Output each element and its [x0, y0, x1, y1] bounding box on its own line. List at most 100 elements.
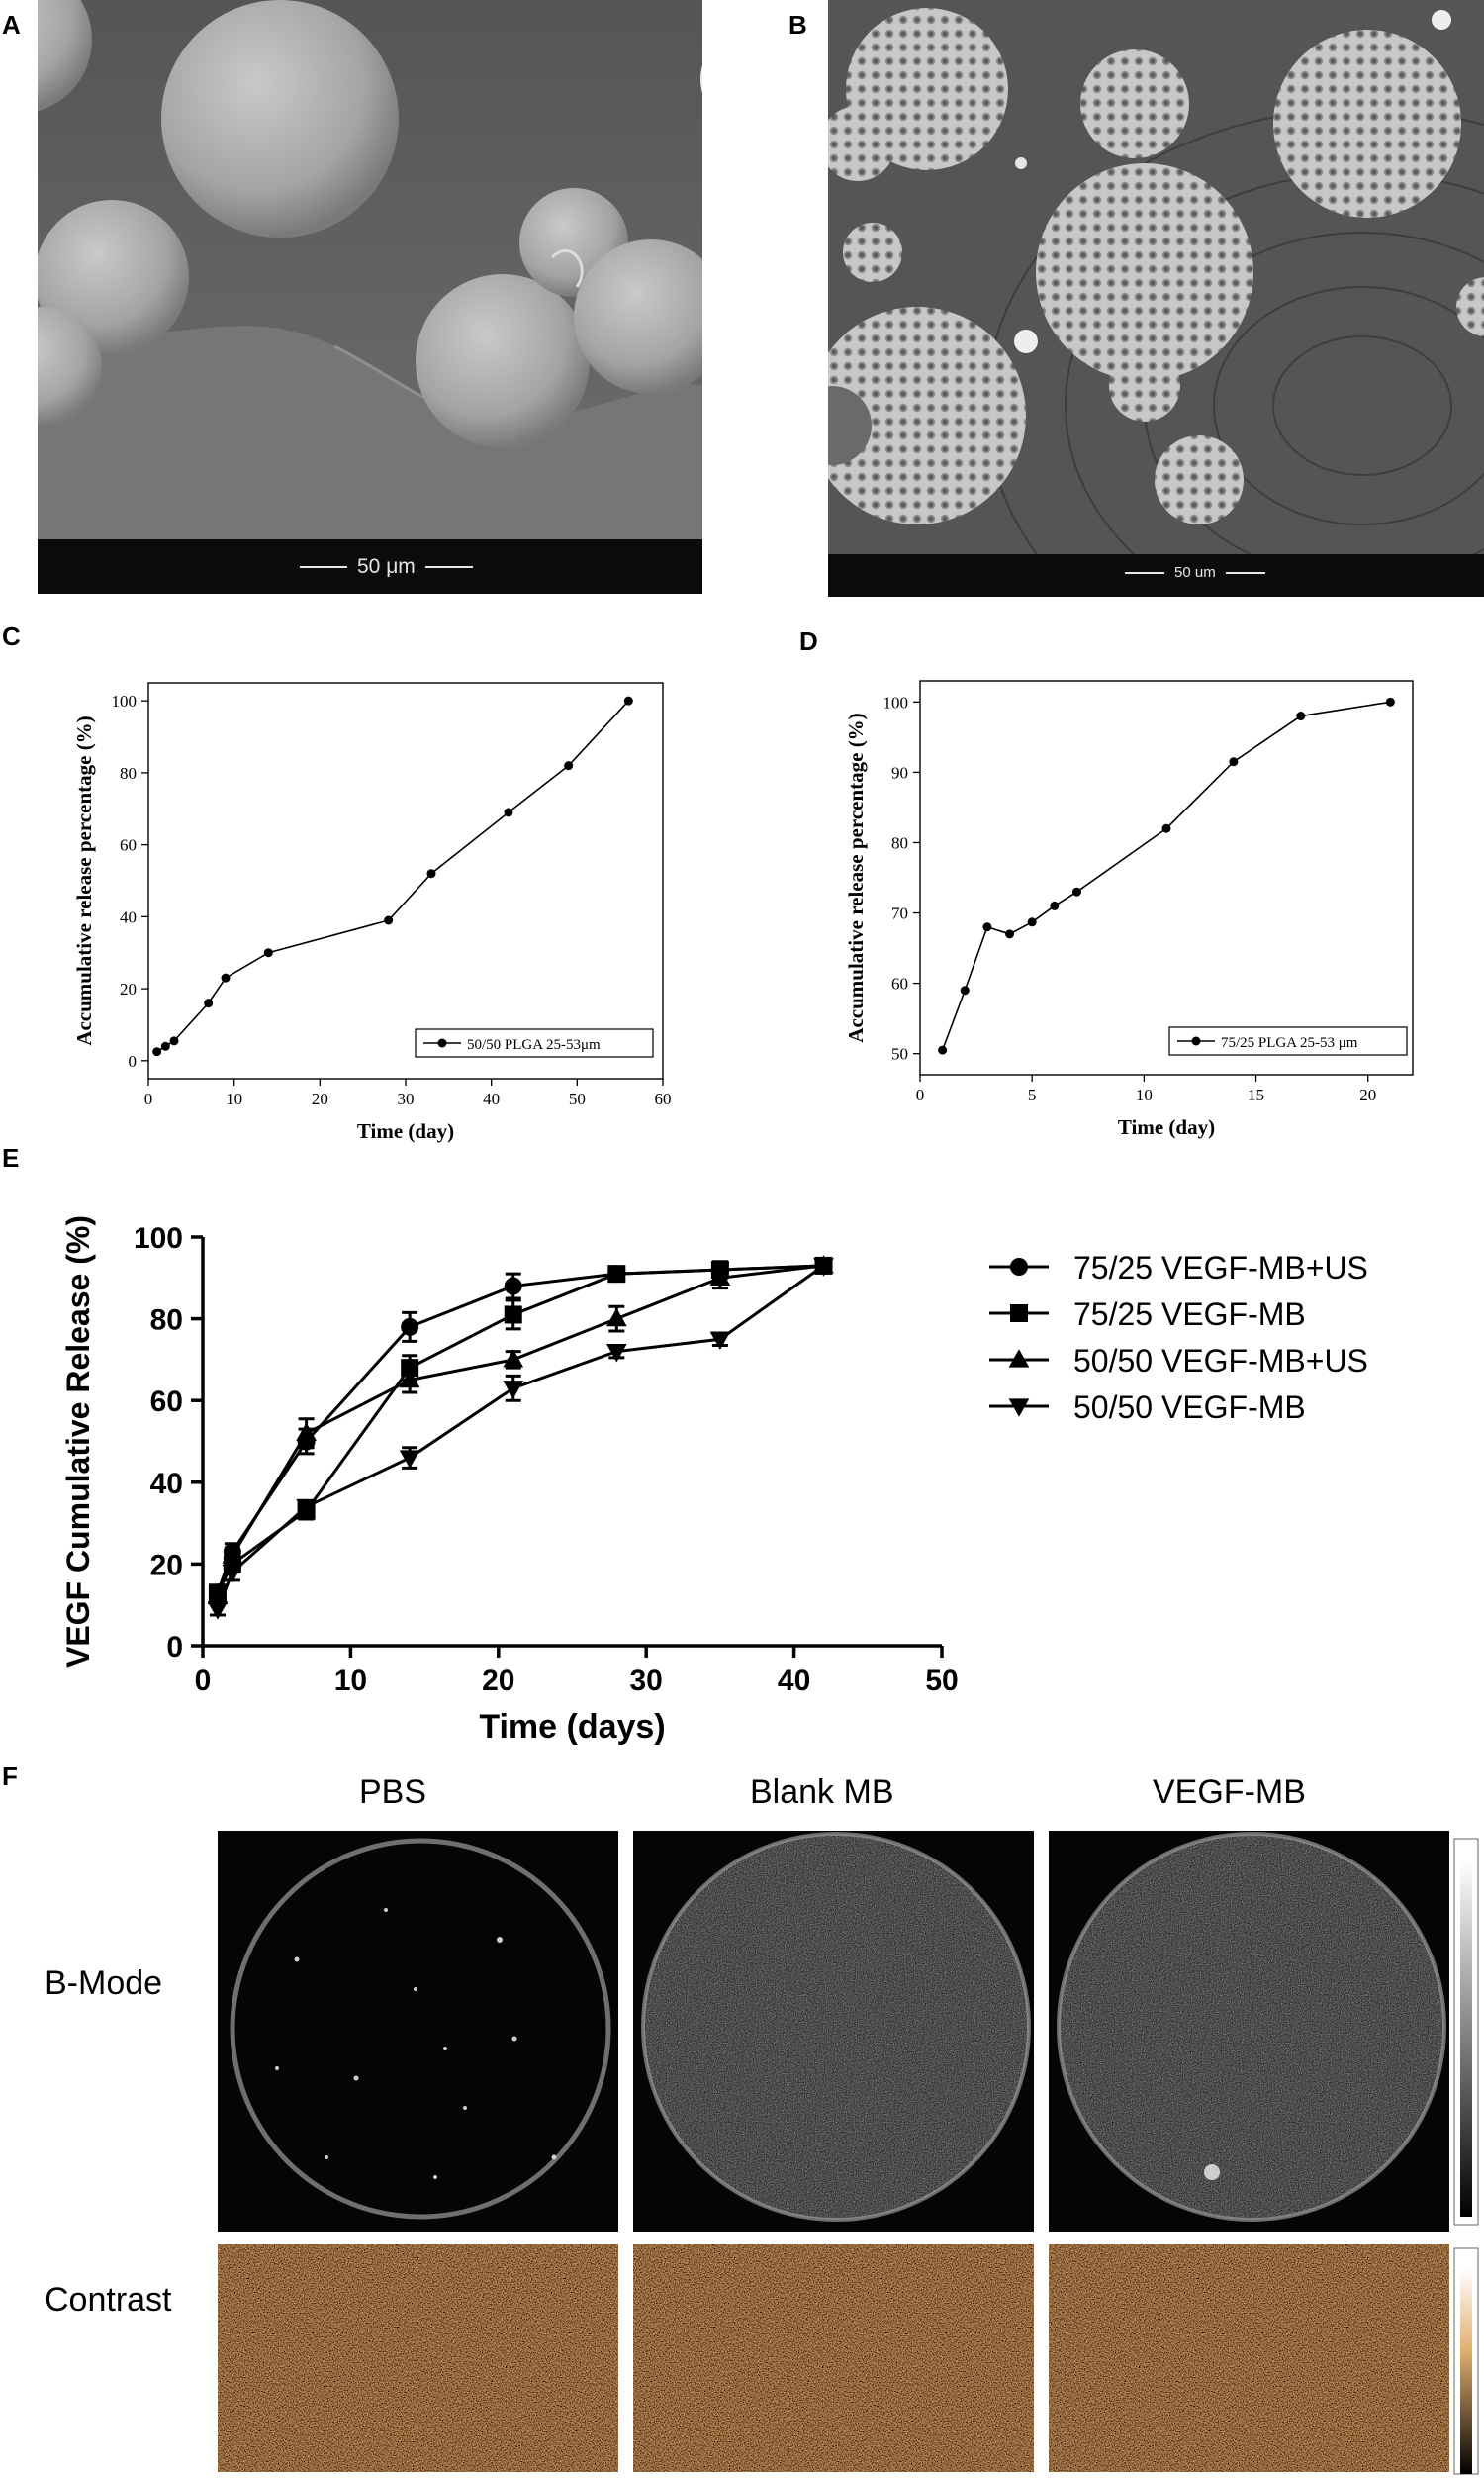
d-data-point: [1385, 697, 1395, 707]
c-x-tick-label: 10: [226, 1090, 242, 1108]
e-data-point: [296, 1422, 317, 1441]
c-x-axis-label: Time (day): [357, 1119, 454, 1143]
e-y-tick-label: 0: [166, 1631, 183, 1664]
e-x-tick-label: 0: [195, 1665, 212, 1697]
panel-letter-e: E: [2, 1143, 20, 1173]
e-series-line: [216, 1264, 824, 1593]
panel-letter-f: F: [2, 1762, 18, 1791]
c-y-axis-label: Accumulative release percentage (%): [72, 715, 96, 1045]
e-data-point: [222, 1545, 243, 1564]
f-col-label-pbs: PBS: [359, 1773, 427, 1811]
b-mode-blank-mb-image: [633, 1831, 1034, 2232]
sem-image-a: 50 μm: [38, 0, 702, 594]
e-y-axis-label: VEGF Cumulative Release (%): [60, 1215, 96, 1668]
panel-letter-c: C: [2, 621, 21, 651]
e-legend-marker: [1008, 1349, 1030, 1368]
e-data-point: [504, 1305, 522, 1324]
d-data-point: [1050, 901, 1060, 910]
e-x-tick-label: 40: [778, 1665, 810, 1697]
c-x-tick-label: 30: [398, 1090, 415, 1108]
contrast-colorbar: [1453, 2247, 1479, 2475]
c-data-point: [169, 1036, 179, 1046]
c-x-tick-label: 0: [144, 1090, 153, 1108]
e-series-line: [216, 1264, 824, 1597]
e-legend-label: 50/50 VEGF-MB+US: [1073, 1343, 1368, 1379]
c-plot-frame: [147, 682, 664, 1080]
e-data-point: [207, 1601, 229, 1620]
e-x-tick-label: 50: [925, 1665, 958, 1697]
d-x-tick-label: 0: [916, 1086, 925, 1104]
d-y-tick-label: 100: [883, 693, 909, 712]
c-x-tick-label: 40: [483, 1090, 500, 1108]
c-x-tick-label: 20: [312, 1090, 328, 1108]
sem-b-info-bar: 50 um: [828, 554, 1484, 597]
d-data-point: [1161, 823, 1171, 833]
d-data-point: [1229, 757, 1239, 767]
d-x-axis-label: Time (day): [1118, 1115, 1215, 1139]
e-data-point: [709, 1331, 731, 1351]
e-data-point: [607, 1265, 626, 1284]
b-mode-vegf-mb-image: [1049, 1831, 1449, 2232]
e-data-point: [503, 1381, 524, 1399]
d-legend-label: 75/25 PLGA 25-53 μm: [1221, 1035, 1358, 1051]
panel-letter-b: B: [788, 10, 807, 40]
e-data-point: [401, 1317, 419, 1336]
c-data-point: [221, 973, 231, 983]
e-y-tick-label: 80: [150, 1304, 183, 1337]
scale-bar-b: 50 um: [1115, 564, 1275, 581]
d-data-point: [1027, 917, 1037, 927]
f-row-label-b-mode: B-Mode: [45, 1964, 163, 2002]
e-data-point: [504, 1277, 522, 1295]
d-legend-marker: [1191, 1036, 1201, 1046]
e-data-point: [709, 1267, 731, 1286]
d-x-tick-label: 20: [1359, 1086, 1376, 1104]
sem-a-info-bar: 50 μm: [38, 539, 702, 594]
e-data-point: [813, 1258, 834, 1277]
c-data-point: [384, 915, 394, 925]
contrast-pbs-image: [218, 2244, 618, 2472]
f-row-label-contrast: Contrast: [45, 2281, 172, 2319]
e-legend-marker: [1010, 1304, 1028, 1322]
c-series-line: [156, 700, 629, 1053]
chart-d: 0 5 10 15 20 50 60 70 80 90 100 Time (day) Accumu…: [844, 680, 1414, 1139]
d-data-point: [1071, 887, 1081, 897]
d-y-axis-label: Accumulative release percentage (%): [844, 713, 868, 1042]
d-series-line: [941, 701, 1391, 1051]
c-legend-marker: [437, 1038, 447, 1048]
f-col-label-vegf-mb: VEGF-MB: [1153, 1773, 1306, 1811]
d-y-tick-label: 50: [891, 1045, 908, 1064]
c-data-point: [426, 869, 436, 879]
c-y-tick-label: 60: [120, 836, 137, 855]
c-y-tick-label: 20: [120, 980, 137, 999]
panel-letter-a: A: [2, 10, 21, 40]
sem-b-drawing: [828, 0, 1484, 597]
sem-image-b: 50 um: [828, 0, 1484, 597]
d-plot-frame: [919, 680, 1414, 1076]
sem-a-drawing: [38, 0, 702, 539]
e-y-tick-label: 40: [150, 1468, 183, 1500]
d-x-tick-label: 5: [1028, 1086, 1037, 1104]
e-legend: 75/25 VEGF-MB+US 75/25 VEGF-MB 50/50 VEGF-…: [989, 1250, 1368, 1425]
e-legend-label: 50/50 VEGF-MB: [1073, 1389, 1306, 1425]
d-y-tick-label: 90: [891, 763, 908, 782]
e-data-point: [503, 1349, 524, 1368]
c-y-tick-label: 0: [129, 1052, 138, 1071]
d-data-point: [1005, 929, 1015, 939]
d-data-point: [938, 1045, 948, 1055]
b-mode-colorbar: [1453, 1838, 1479, 2226]
chart-e: 0 10 20 30 40 50 0 20 40 60 80 100 Time (days) VEG…: [60, 1215, 1368, 1746]
c-x-tick-label: 60: [655, 1090, 672, 1108]
c-legend-label: 50/50 PLGA 25-53μm: [467, 1037, 601, 1053]
c-x-tick-label: 50: [569, 1090, 586, 1108]
sphere: [161, 0, 399, 238]
e-data-point: [296, 1498, 317, 1518]
panel-letter-d: D: [799, 626, 818, 656]
e-data-point: [605, 1307, 627, 1327]
c-legend: 50/50 PLGA 25-53μm: [415, 1028, 654, 1058]
d-data-point: [1296, 712, 1306, 721]
c-data-point: [152, 1047, 162, 1057]
e-data-point: [222, 1565, 243, 1583]
d-y-tick-label: 80: [891, 833, 908, 852]
c-data-point: [623, 696, 633, 706]
e-legend-marker: [1008, 1398, 1030, 1417]
